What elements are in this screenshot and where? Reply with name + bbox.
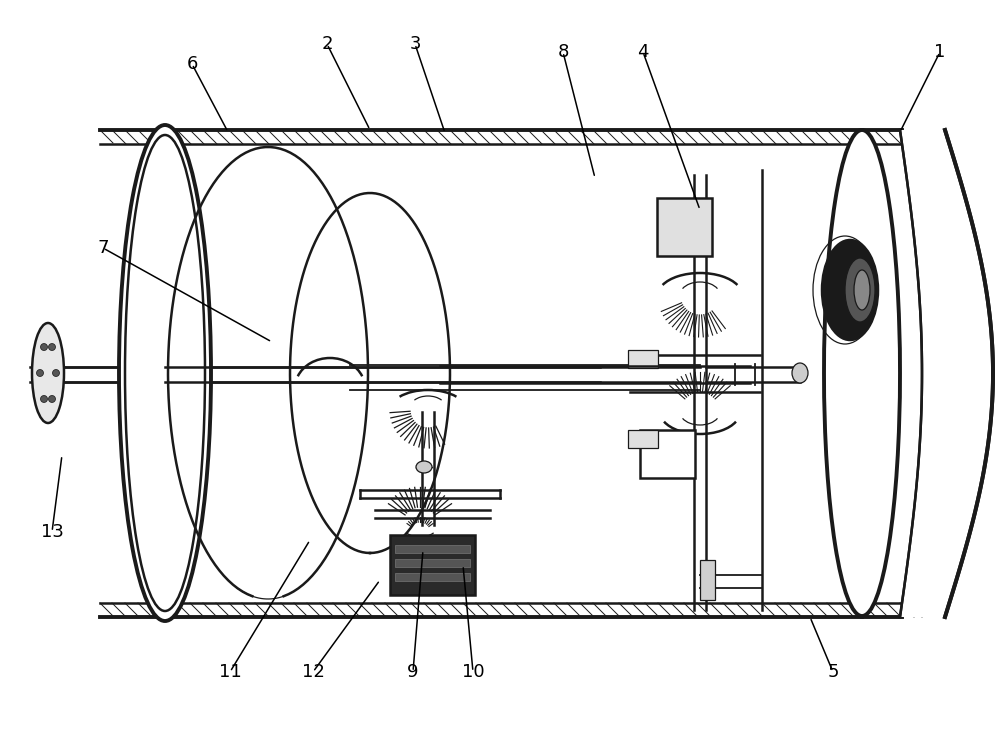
Bar <box>700 560 715 600</box>
Bar <box>395 545 470 553</box>
Ellipse shape <box>48 395 56 403</box>
Ellipse shape <box>52 369 60 377</box>
Text: 7: 7 <box>97 239 109 257</box>
Text: 2: 2 <box>321 35 333 53</box>
Ellipse shape <box>416 461 432 473</box>
Ellipse shape <box>824 130 900 616</box>
Text: 12: 12 <box>302 663 324 681</box>
Ellipse shape <box>792 363 808 383</box>
Ellipse shape <box>40 343 48 351</box>
Ellipse shape <box>36 369 44 377</box>
Ellipse shape <box>32 323 64 423</box>
Bar <box>395 573 470 581</box>
Ellipse shape <box>822 240 878 340</box>
Text: 13: 13 <box>41 523 63 541</box>
Text: 10: 10 <box>462 663 484 681</box>
Bar <box>640 430 695 478</box>
Text: 6: 6 <box>186 55 198 73</box>
Ellipse shape <box>119 125 211 621</box>
Text: 5: 5 <box>827 663 839 681</box>
Ellipse shape <box>48 343 56 351</box>
Text: 11: 11 <box>219 663 241 681</box>
Text: 4: 4 <box>637 43 649 61</box>
Ellipse shape <box>117 130 213 616</box>
Text: 9: 9 <box>407 663 419 681</box>
Bar <box>395 559 470 567</box>
Bar <box>100 144 862 603</box>
Bar <box>628 430 658 448</box>
Text: 3: 3 <box>409 35 421 53</box>
Ellipse shape <box>854 270 870 310</box>
Bar <box>390 535 475 595</box>
Text: 1: 1 <box>934 43 946 61</box>
Bar <box>628 350 658 368</box>
Ellipse shape <box>40 395 48 403</box>
Polygon shape <box>900 130 993 617</box>
Ellipse shape <box>845 258 875 322</box>
Text: 8: 8 <box>557 43 569 61</box>
Bar <box>657 198 712 256</box>
